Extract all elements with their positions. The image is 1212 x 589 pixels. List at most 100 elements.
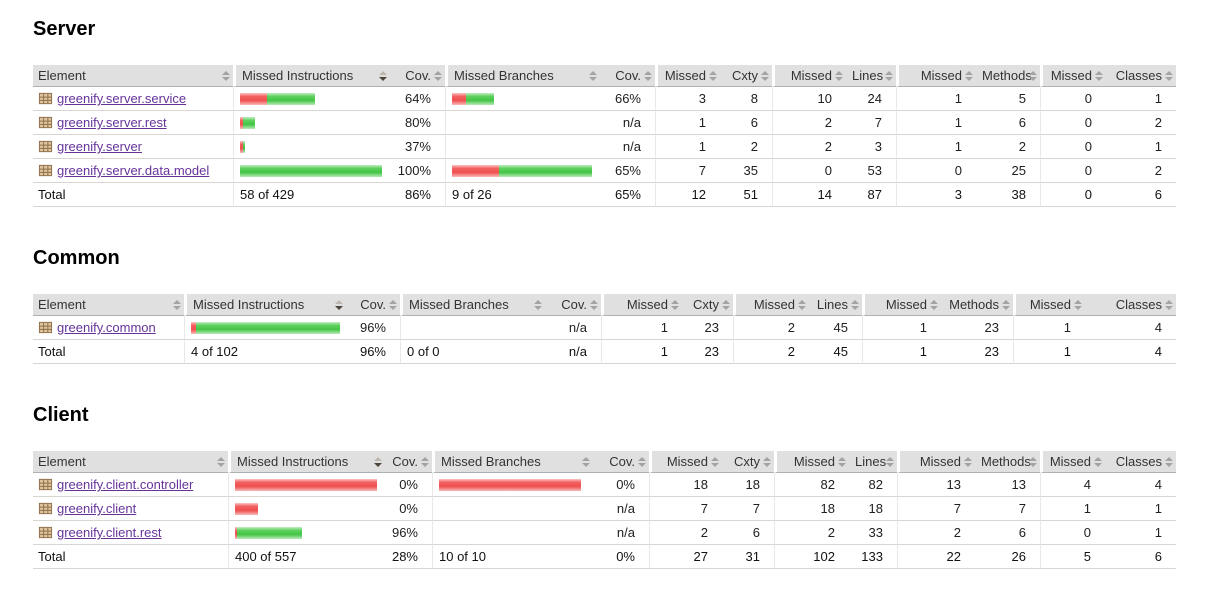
missed-lines-value: 2: [733, 316, 809, 340]
column-header-cov-2[interactable]: Cov.: [346, 294, 400, 316]
package-icon: [38, 477, 53, 492]
column-header-missed-branches-3[interactable]: Missed Branches: [445, 65, 600, 87]
column-header-label: Lines: [852, 68, 884, 83]
classes-value: 1: [1105, 521, 1176, 545]
column-header-missed-branches-3[interactable]: Missed Branches: [432, 451, 593, 473]
column-header-missed-11[interactable]: Missed: [1040, 65, 1106, 87]
sort-icon: [670, 299, 679, 311]
cxty-value: 2: [720, 135, 772, 159]
column-header-missed-5[interactable]: Missed: [601, 294, 682, 316]
column-header-methods-10[interactable]: Methods: [941, 294, 1013, 316]
column-header-missed-11[interactable]: Missed: [1013, 294, 1085, 316]
column-header-cov-2[interactable]: Cov.: [390, 65, 445, 87]
total-missed-lines: 2: [733, 340, 809, 364]
instructions-total-pct: 28%: [385, 545, 432, 569]
column-header-lines-8[interactable]: Lines: [846, 65, 896, 87]
section-server: Server Element Missed Instructions Cov. …: [33, 18, 1182, 207]
column-header-label: Missed: [626, 297, 668, 312]
column-header-label: Missed Branches: [441, 454, 541, 469]
column-header-label: Missed: [666, 454, 708, 469]
total-lines: 133: [849, 545, 897, 569]
missed-bar-segment: [240, 140, 243, 153]
methods-value: 25: [976, 159, 1040, 183]
sort-icon: [884, 70, 893, 82]
column-header-missed-9[interactable]: Missed: [897, 451, 975, 473]
column-header-missed-11[interactable]: Missed: [1040, 451, 1105, 473]
column-header-missed-branches-3[interactable]: Missed Branches: [400, 294, 545, 316]
column-header-cov-2[interactable]: Cov.: [385, 451, 432, 473]
package-link[interactable]: greenify.server.rest: [57, 115, 167, 130]
sort-icon: [643, 70, 652, 82]
total-missed-classes: 0: [1040, 183, 1106, 207]
section-client: Client Element Missed Instructions Cov. …: [33, 404, 1182, 569]
column-header-missed-7[interactable]: Missed: [733, 294, 809, 316]
column-header-cxty-6[interactable]: Cxty: [682, 294, 733, 316]
instructions-coverage-bar: [235, 502, 379, 515]
instructions-total-ratio: 4 of 102: [184, 340, 346, 364]
column-header-missed-instructions-1[interactable]: Missed Instructions: [184, 294, 346, 316]
column-header-label: Lines: [816, 297, 848, 312]
coverage-bar-cell: [228, 497, 385, 521]
sort-icon: [1094, 70, 1103, 82]
column-header-label: Methods: [949, 297, 999, 312]
column-header-methods-10[interactable]: Methods: [976, 65, 1040, 87]
column-header-element-0[interactable]: Element: [33, 65, 233, 87]
package-link[interactable]: greenify.client.controller: [57, 477, 194, 492]
missed-cxty-value: 7: [649, 497, 722, 521]
column-header-label: Missed Branches: [409, 297, 509, 312]
coverage-bar-cell: [233, 135, 390, 159]
classes-value: 4: [1105, 473, 1176, 497]
package-link[interactable]: greenify.client: [57, 501, 137, 516]
column-header-cov-4[interactable]: Cov.: [545, 294, 601, 316]
column-header-lines-8[interactable]: Lines: [809, 294, 862, 316]
column-header-classes-12[interactable]: Classes: [1106, 65, 1176, 87]
branches-total-ratio: 9 of 26: [445, 183, 600, 207]
lines-value: 3: [846, 135, 896, 159]
section-common: Common Element Missed Instructions Cov. …: [33, 247, 1182, 364]
package-link[interactable]: greenify.server: [57, 139, 143, 154]
missed-classes-value: 0: [1040, 159, 1106, 183]
column-header-label: Missed: [753, 297, 795, 312]
column-header-element-0[interactable]: Element: [33, 294, 184, 316]
package-link[interactable]: greenify.common: [57, 320, 156, 335]
coverage-bar-cell: [445, 87, 600, 111]
column-header-missed-5[interactable]: Missed: [649, 451, 722, 473]
column-header-label: Missed: [919, 454, 961, 469]
column-header-cxty-6[interactable]: Cxty: [720, 65, 772, 87]
classes-value: 1: [1106, 135, 1176, 159]
column-header-element-0[interactable]: Element: [33, 451, 228, 473]
column-header-cov-4[interactable]: Cov.: [593, 451, 649, 473]
covered-bar-segment: [243, 116, 255, 129]
column-header-missed-9[interactable]: Missed: [862, 294, 941, 316]
column-header-missed-7[interactable]: Missed: [774, 451, 849, 473]
package-link[interactable]: greenify.server.service: [57, 91, 187, 106]
missed-classes-value: 4: [1040, 473, 1105, 497]
column-header-missed-5[interactable]: Missed: [655, 65, 720, 87]
column-header-missed-9[interactable]: Missed: [896, 65, 976, 87]
column-header-missed-instructions-1[interactable]: Missed Instructions: [233, 65, 390, 87]
package-icon: [38, 163, 53, 178]
column-header-cov-4[interactable]: Cov.: [600, 65, 655, 87]
column-header-missed-instructions-1[interactable]: Missed Instructions: [228, 451, 385, 473]
instructions-total-ratio: 400 of 557: [228, 545, 385, 569]
total-methods: 26: [975, 545, 1040, 569]
column-header-classes-12[interactable]: Classes: [1105, 451, 1176, 473]
lines-value: 33: [849, 521, 897, 545]
sort-icon: [708, 70, 717, 82]
column-header-label: Cov.: [360, 297, 386, 312]
instructions-total-pct: 96%: [346, 340, 400, 364]
sort-icon: [1028, 70, 1037, 82]
package-link[interactable]: greenify.server.data.model: [57, 163, 210, 178]
total-row: Total 4 of 102 96% 0 of 0 n/a 1 23 2 45 …: [33, 340, 1176, 364]
package-link[interactable]: greenify.client.rest: [57, 525, 162, 540]
instructions-coverage-pct: 0%: [385, 473, 432, 497]
column-header-cxty-6[interactable]: Cxty: [722, 451, 774, 473]
column-header-classes-12[interactable]: Classes: [1085, 294, 1176, 316]
element-cell: greenify.server.data.model: [33, 159, 233, 183]
column-header-lines-8[interactable]: Lines: [849, 451, 897, 473]
column-header-methods-10[interactable]: Methods: [975, 451, 1040, 473]
total-label: Total: [33, 340, 184, 364]
column-header-missed-7[interactable]: Missed: [772, 65, 846, 87]
total-classes: 6: [1106, 183, 1176, 207]
sort-icon: [1164, 299, 1173, 311]
